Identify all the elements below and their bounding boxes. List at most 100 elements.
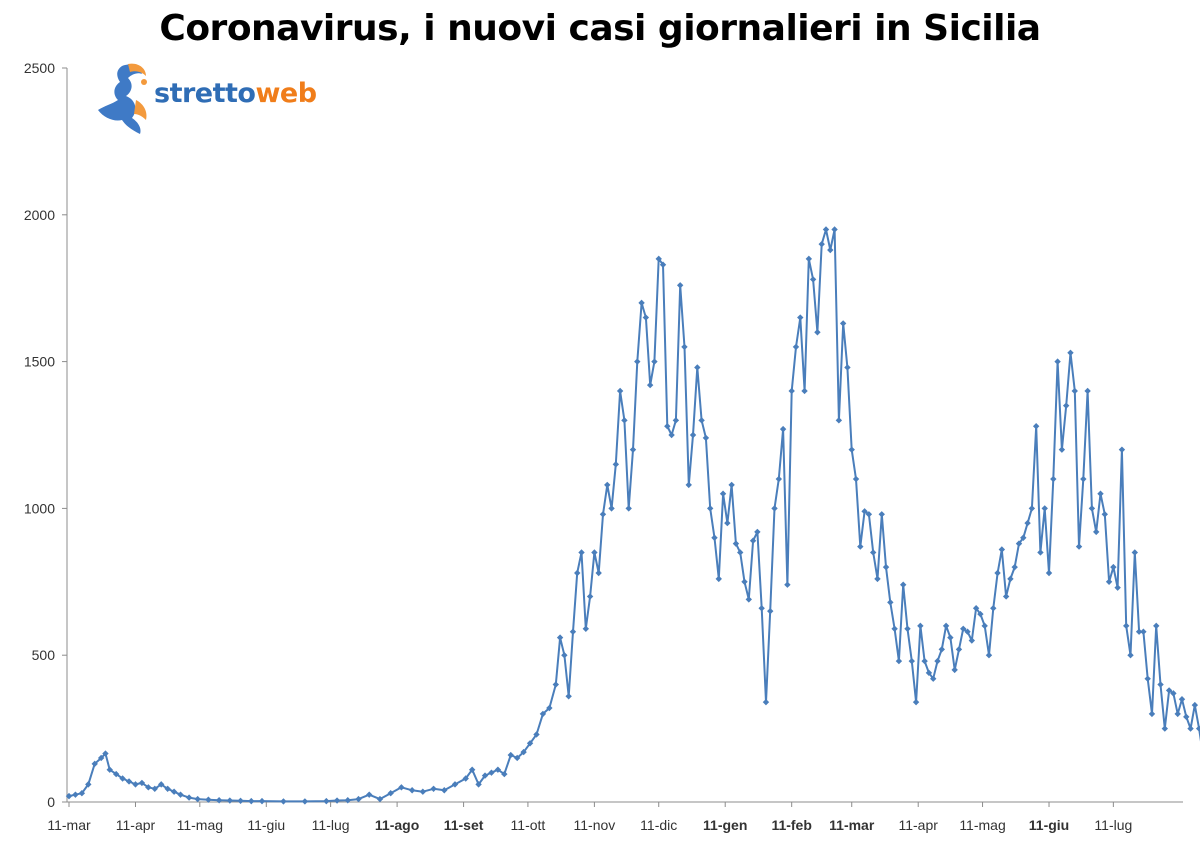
data-point [125, 778, 133, 785]
data-point [972, 605, 980, 612]
data-point [1195, 725, 1200, 732]
data-point [745, 596, 752, 603]
data-point [119, 775, 126, 782]
data-point [468, 766, 476, 773]
data-point [891, 625, 898, 632]
data-point [355, 795, 362, 803]
data-point [1007, 575, 1014, 583]
data-point [97, 754, 105, 762]
data-point [604, 481, 611, 489]
data-point [574, 569, 581, 577]
data-point [561, 652, 568, 659]
data-point [237, 797, 244, 805]
x-tick-label: 11-mar [47, 817, 91, 833]
data-point [1067, 349, 1074, 356]
data-point [659, 261, 667, 268]
data-point [869, 549, 877, 556]
data-point [1088, 505, 1096, 512]
data-point [754, 528, 761, 536]
data-point [844, 364, 851, 371]
data-point [634, 358, 641, 365]
data-point [91, 760, 98, 768]
data-point [930, 675, 937, 682]
data-point [917, 622, 924, 630]
data-point [1058, 446, 1066, 453]
y-tick-label: 500 [32, 647, 56, 663]
data-point [85, 781, 92, 788]
data-point [968, 637, 976, 644]
data-point [899, 581, 907, 588]
data-point [520, 748, 527, 756]
data-point [475, 781, 482, 788]
data-point [651, 358, 658, 365]
data-point [177, 791, 184, 798]
data-point [398, 784, 405, 791]
data-point [526, 740, 534, 747]
data-point [1178, 696, 1186, 703]
data-point [951, 666, 958, 674]
y-tick-label: 0 [47, 794, 55, 810]
x-tick-label: 11-feb [771, 817, 811, 833]
data-point [102, 750, 109, 757]
data-point [333, 797, 341, 804]
data-point [887, 599, 894, 606]
data-point [158, 781, 165, 788]
data-point [387, 789, 394, 797]
data-point [882, 563, 890, 571]
data-point [481, 772, 489, 779]
data-point [591, 549, 598, 556]
data-point [664, 422, 671, 430]
data-point [533, 731, 540, 738]
data-point [1050, 475, 1057, 483]
data-point [376, 795, 384, 803]
data-point [462, 775, 469, 782]
data-point [145, 784, 152, 791]
data-point [625, 505, 632, 512]
data-point [767, 607, 774, 615]
data-point [1110, 563, 1117, 571]
data-point [925, 669, 933, 677]
data-point [934, 657, 941, 665]
data-point [797, 314, 804, 321]
data-point [642, 314, 650, 321]
data-point [185, 794, 193, 801]
data-point [964, 628, 971, 635]
data-point [582, 625, 590, 632]
data-point [857, 543, 864, 550]
data-point [132, 781, 139, 788]
data-point [170, 788, 178, 795]
data-point [1002, 593, 1010, 600]
data-point [194, 795, 201, 803]
data-point [138, 779, 146, 787]
data-point [205, 796, 212, 803]
data-point [1080, 475, 1087, 483]
data-point [994, 569, 1001, 577]
data-point [1191, 701, 1199, 709]
data-point [344, 797, 351, 804]
y-axis-ticks: 0 500 1000 1500 2000 2500 [24, 60, 67, 810]
data-point [861, 508, 868, 515]
data-point [719, 490, 727, 497]
data-point [904, 625, 911, 632]
data-point [702, 434, 710, 442]
data-point [788, 387, 795, 395]
data-point [546, 704, 553, 712]
data-point [1140, 628, 1147, 635]
data-point [595, 569, 602, 577]
data-point [215, 797, 223, 804]
data-point [689, 431, 697, 439]
data-point [65, 792, 73, 800]
data-point [586, 593, 594, 600]
data-point [698, 417, 705, 424]
data-point [1015, 540, 1023, 547]
data-point [1174, 710, 1181, 718]
data-point [1157, 681, 1164, 688]
x-tick-label: 11-ott [511, 817, 546, 833]
data-point [741, 578, 748, 585]
data-point [874, 575, 881, 583]
x-tick-label: 11-lug [1094, 817, 1132, 833]
data-point [1075, 543, 1083, 550]
data-point [539, 710, 547, 718]
data-point [1118, 446, 1126, 453]
data-point [715, 575, 722, 583]
